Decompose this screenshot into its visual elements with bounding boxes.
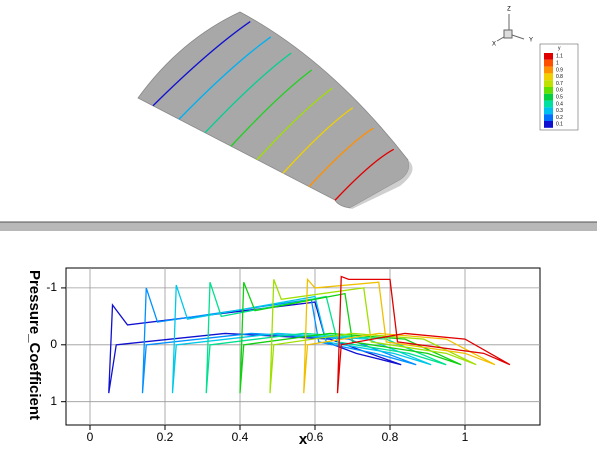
legend-swatch [544, 100, 553, 108]
legend-label: 1.1 [556, 54, 563, 60]
legend-label: 0.4 [556, 101, 563, 107]
legend-swatch [544, 107, 553, 115]
cp-curve [269, 279, 477, 394]
station-line [230, 69, 313, 147]
legend-label: 0.5 [556, 95, 563, 101]
legend-swatch [544, 80, 553, 87]
divider [0, 222, 597, 231]
legend-swatch [544, 59, 553, 67]
legend-label: 0.8 [556, 74, 563, 80]
station-line [334, 148, 395, 201]
x-tick-label: 0.4 [232, 430, 249, 444]
cp-curve [171, 284, 432, 394]
station-line [256, 87, 333, 161]
x-tick-label: 0 [87, 430, 94, 444]
triad-label: X [492, 42, 496, 48]
triad-label: Z [507, 7, 511, 13]
y-tick-label: 0 [50, 337, 57, 351]
station-line [152, 21, 251, 107]
cp-curve [303, 277, 496, 394]
x-tick-label: 0.8 [382, 430, 399, 444]
cp-curve [239, 281, 462, 394]
y-tick-label: -1 [46, 280, 57, 294]
legend-label: 0.7 [556, 81, 563, 87]
station-line [178, 36, 272, 120]
legend-swatch [544, 114, 553, 121]
legend-label: 0.2 [556, 115, 563, 121]
y-axis-label: Pressure_Coefficient [26, 270, 43, 420]
legend-swatch [544, 121, 553, 128]
axis-triad: Z Y X [492, 7, 533, 48]
x-tick-label: 1 [462, 430, 469, 444]
triad-cube [503, 29, 513, 39]
legend-swatch [544, 53, 553, 60]
x-tick-label: 0.2 [157, 430, 174, 444]
triad-label: Y [529, 38, 533, 44]
station-line [282, 107, 354, 174]
legend-label: 1 [556, 61, 559, 67]
wing [137, 11, 413, 209]
x-axis-label: x [299, 431, 308, 448]
y-tick-label: 1 [50, 394, 57, 408]
x-tick-label: 0.6 [307, 430, 324, 444]
station-line [308, 127, 374, 188]
cp-curve [336, 275, 511, 394]
legend-swatch [544, 73, 553, 81]
legend-swatch [544, 66, 553, 74]
legend-label: 0.3 [556, 108, 563, 114]
station-line [204, 52, 292, 134]
cp-curve [205, 282, 447, 394]
legend-label: 0.9 [556, 67, 563, 73]
color-legend: y 1.110.90.80.70.60.50.40.30.20.1 [539, 43, 579, 131]
legend-label: 0.6 [556, 88, 563, 94]
legend-swatch [544, 87, 553, 94]
legend-swatch [544, 93, 553, 101]
wing-tip [350, 160, 413, 209]
legend-title: y [558, 45, 561, 51]
legend-label: 0.1 [556, 122, 563, 128]
